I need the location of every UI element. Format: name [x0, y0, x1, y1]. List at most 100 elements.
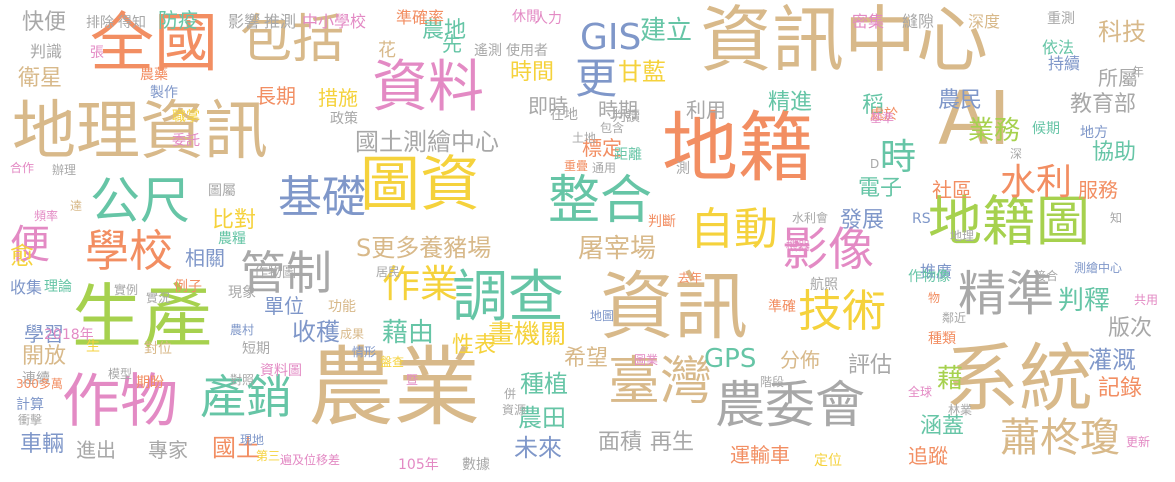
word-140: 地理 [950, 229, 975, 243]
word-16: 農委會 [715, 376, 865, 434]
word-6: 系統 [945, 336, 1093, 422]
word-127: 合作 [10, 161, 35, 175]
word-189: 併 [504, 387, 517, 401]
word-45: 利用 [686, 98, 726, 122]
word-172: 圖業 [634, 353, 659, 367]
word-79: 種植 [520, 370, 568, 398]
word-68: 藉由 [382, 318, 435, 348]
word-124: 距離 [614, 147, 642, 163]
word-46: 精進 [768, 90, 813, 115]
word-161: 2018年 [44, 327, 94, 343]
word-20: 影像 [782, 222, 874, 276]
word-95: 中小學校 [302, 12, 367, 31]
word-138: RS [912, 211, 931, 227]
word-117: 判讀 [612, 109, 640, 125]
word-136: 判斷 [648, 214, 676, 230]
word-142: 農糧 [218, 231, 246, 247]
word-37: 防疫 [158, 8, 198, 32]
word-29: 作業 [382, 262, 459, 306]
word-153: 理論 [44, 279, 72, 295]
word-139: 知 [1110, 211, 1123, 225]
word-137: 水利會 [792, 211, 829, 225]
word-11: 作物 [62, 367, 179, 435]
word-186: 105年 [398, 457, 439, 473]
word-25: 技術 [798, 286, 886, 337]
word-183: 現地 [240, 433, 265, 447]
word-75: 灌溉 [1088, 346, 1136, 374]
word-100: 遙測 [474, 43, 502, 59]
word-159: 物 [928, 291, 941, 305]
word-26: 管制 [240, 246, 332, 300]
word-114: 人力 [534, 11, 562, 27]
word-165: 生 [86, 339, 100, 355]
word-125: 候期 [1032, 121, 1060, 137]
word-126: 地方 [1080, 125, 1108, 141]
word-108: 依法 [1042, 38, 1075, 57]
word-0: 資訊中心 [700, 0, 989, 82]
word-53: 教育部 [1070, 92, 1137, 117]
word-90: 運輸車 [730, 443, 790, 467]
word-182: 衝擊 [18, 413, 43, 427]
word-42: 措施 [318, 86, 358, 110]
word-191: 定位 [814, 453, 842, 469]
word-55: 協助 [1092, 140, 1137, 165]
word-50: 標定 [582, 136, 622, 160]
word-84: 涵蓋 [920, 414, 965, 439]
word-63: 屠宰場 [578, 234, 657, 264]
word-118: 處於 [870, 107, 898, 123]
word-187: 數據 [462, 457, 490, 473]
word-78: 開放 [22, 344, 67, 369]
word-41: 長期 [256, 84, 296, 108]
word-3: 地籍 [662, 103, 814, 192]
word-24: 基礎 [278, 172, 366, 223]
word-143: 作物圖 [254, 265, 296, 281]
word-151: 共用 [1134, 293, 1159, 307]
word-148: 作物像 [908, 269, 950, 285]
word-101: 使用者 [506, 43, 548, 59]
word-65: 版次 [1108, 316, 1153, 341]
word-120: 職掌 [172, 109, 200, 125]
word-141: 機器 [786, 239, 811, 253]
word-61: 相關 [185, 246, 225, 270]
word-73: 分佈 [780, 348, 820, 372]
word-170: 情形 [352, 345, 377, 359]
word-77: 學習 [24, 322, 64, 346]
word-169: 成果 [340, 327, 365, 341]
word-86: 車輛 [20, 432, 65, 457]
word-8: AI [938, 76, 1011, 162]
word-87: 進出 [76, 438, 116, 462]
word-134: 通用 [592, 161, 617, 175]
word-9: 圖資 [360, 150, 480, 220]
word-56: 服務 [1078, 178, 1118, 202]
word-188: 暨 [406, 373, 419, 387]
word-51: 業務 [968, 116, 1021, 146]
word-97: 排除 [86, 15, 114, 31]
word-112: 農藥 [140, 67, 168, 83]
word-54: 所屬 [1098, 66, 1138, 90]
word-96: 準確率 [396, 8, 445, 27]
word-57: 電子 [858, 176, 903, 201]
word-103: 先 [442, 32, 462, 56]
word-93: 影響 [228, 12, 261, 31]
word-76: 記錄 [1098, 376, 1143, 401]
word-83: 再生 [650, 430, 695, 455]
word-156: 例子 [174, 279, 202, 295]
word-13: 整合 [548, 171, 653, 231]
word-28: 水利 [1000, 162, 1073, 203]
word-2: 地理資訊 [12, 95, 268, 169]
word-81: 未來 [514, 434, 562, 462]
word-115: 在地 [550, 107, 578, 123]
word-104: 密集 [852, 12, 885, 31]
word-123: 包含 [600, 121, 625, 135]
word-175: 期盼 [136, 375, 164, 391]
word-36: 快便 [22, 10, 67, 35]
word-92: 判識 [30, 42, 63, 61]
word-39: 甘藍 [618, 58, 666, 86]
word-158: 功能 [328, 299, 356, 315]
word-119: 基準 [870, 111, 895, 125]
word-193: 更新 [1126, 435, 1151, 449]
word-128: 辦理 [52, 163, 77, 177]
word-160: 鄰近 [942, 311, 967, 325]
word-48: 衛星 [18, 66, 63, 91]
word-102: 花 [378, 40, 396, 61]
